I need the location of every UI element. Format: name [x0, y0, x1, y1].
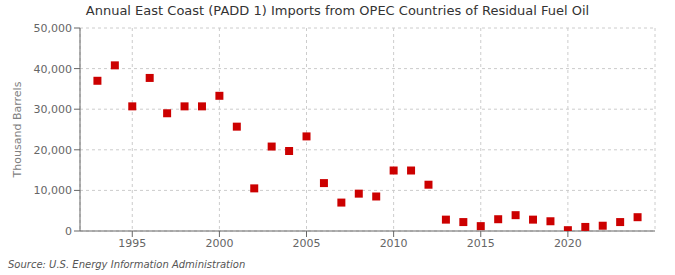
svg-text:30,000: 30,000 [34, 103, 73, 116]
svg-text:Thousand Barrels: Thousand Barrels [11, 81, 24, 178]
svg-text:0: 0 [65, 225, 72, 238]
svg-text:2005: 2005 [293, 237, 321, 250]
svg-text:40,000: 40,000 [34, 63, 73, 76]
svg-text:2000: 2000 [205, 237, 233, 250]
svg-text:2015: 2015 [467, 237, 495, 250]
svg-text:20,000: 20,000 [34, 144, 73, 157]
svg-text:2020: 2020 [554, 237, 582, 250]
svg-text:10,000: 10,000 [34, 184, 73, 197]
html-text:Source: U.S. Energy Informatio: Source: U.S. Energy Information Administ… [8, 259, 246, 270]
html-text:Annual East Coast (PADD 1) Imp: Annual East Coast (PADD 1) Imports from … [85, 3, 590, 18]
svg-text:1995: 1995 [118, 237, 146, 250]
svg-text:2010: 2010 [380, 237, 408, 250]
svg-text:50,000: 50,000 [34, 22, 73, 35]
